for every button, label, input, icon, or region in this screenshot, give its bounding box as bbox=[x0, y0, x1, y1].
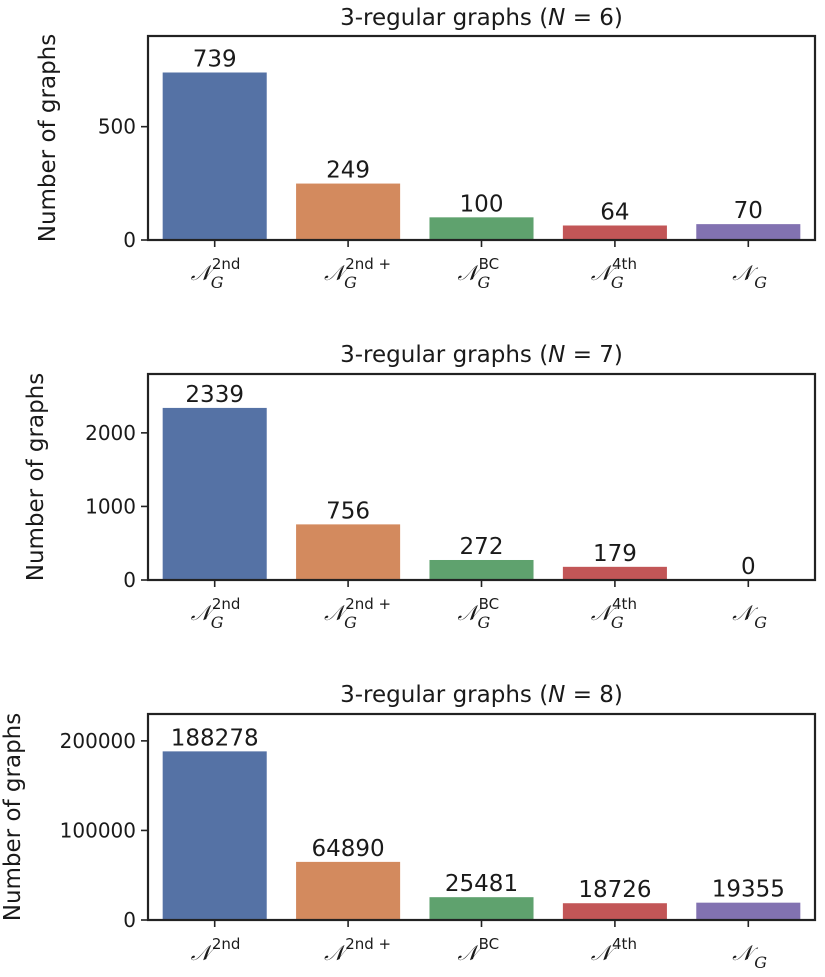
chart-title: 3-regular graphs (N = 6) bbox=[340, 5, 623, 31]
y-tick-label: 2000 bbox=[85, 421, 136, 445]
y-tick-label: 0 bbox=[123, 568, 136, 592]
x-tick-label-subscript: G bbox=[478, 273, 491, 292]
chart-title: 3-regular graphs (N = 7) bbox=[340, 342, 623, 368]
bar bbox=[296, 524, 401, 580]
data-label: 272 bbox=[460, 534, 504, 560]
data-label: 249 bbox=[326, 158, 370, 184]
data-label: 70 bbox=[734, 198, 763, 224]
plot-frame bbox=[146, 712, 817, 922]
y-tick-label: 0 bbox=[123, 908, 136, 932]
bar bbox=[562, 903, 667, 920]
x-tick-label-subscript: G bbox=[611, 273, 624, 292]
y-axis-label: Number of graphs bbox=[35, 34, 61, 243]
y-axis-label: Number of graphs bbox=[0, 713, 26, 922]
bar bbox=[162, 72, 267, 240]
chart-panel-1: 3-regular graphs (N = 6) Number of graphs… bbox=[35, 5, 817, 292]
plot-frame bbox=[146, 372, 817, 582]
x-tick-label: 𝒩2nd + bbox=[324, 935, 391, 965]
data-label: 179 bbox=[593, 541, 637, 567]
x-tick-label-subscript: G bbox=[344, 273, 357, 292]
bar bbox=[296, 861, 401, 920]
bar bbox=[696, 224, 801, 240]
data-label: 19355 bbox=[712, 877, 785, 903]
x-tick-label-subscript: G bbox=[211, 613, 224, 632]
data-label: 739 bbox=[193, 46, 237, 72]
y-tick-label: 200000 bbox=[60, 729, 136, 753]
data-label: 64 bbox=[600, 199, 629, 225]
data-label: 18726 bbox=[578, 877, 651, 903]
bar bbox=[162, 407, 267, 580]
bar bbox=[696, 902, 801, 920]
y-tick-label: 1000 bbox=[85, 494, 136, 518]
x-tick-label-subscript: G bbox=[478, 613, 491, 632]
plot-frame bbox=[146, 34, 817, 242]
bar bbox=[296, 183, 401, 240]
data-label: 25481 bbox=[445, 871, 518, 897]
x-tick-label-subscript: G bbox=[754, 613, 767, 632]
y-axis-label: Number of graphs bbox=[23, 373, 49, 582]
x-tick-label: 𝒩2nd + bbox=[324, 255, 391, 285]
bar bbox=[562, 566, 667, 580]
bar bbox=[429, 217, 534, 240]
data-label: 2339 bbox=[185, 382, 244, 408]
x-tick-label: 𝒩2nd + bbox=[324, 595, 391, 625]
y-tick-label: 100000 bbox=[60, 818, 136, 842]
bar bbox=[562, 225, 667, 240]
chart-title: 3-regular graphs (N = 8) bbox=[340, 682, 623, 708]
x-tick-label-subscript: G bbox=[754, 273, 767, 292]
data-label: 188278 bbox=[171, 725, 259, 751]
y-tick-label: 500 bbox=[98, 115, 136, 139]
chart-panel-2: 3-regular graphs (N = 7) Number of graphs… bbox=[23, 342, 817, 632]
x-tick-label: 𝒩2nd bbox=[191, 935, 241, 965]
bar bbox=[429, 559, 534, 580]
x-tick-label-subscript: G bbox=[211, 273, 224, 292]
x-tick-label-subscript: G bbox=[754, 953, 767, 972]
bar bbox=[429, 897, 534, 920]
data-label: 0 bbox=[741, 554, 756, 580]
data-label: 756 bbox=[326, 498, 370, 524]
x-tick-label-subscript: G bbox=[611, 613, 624, 632]
bar bbox=[162, 751, 267, 920]
data-label: 64890 bbox=[312, 836, 385, 862]
x-tick-label-subscript: G bbox=[344, 613, 357, 632]
x-tick-label: 𝒩BC bbox=[458, 935, 500, 965]
data-label: 100 bbox=[460, 191, 504, 217]
x-tick-label: 𝒩4th bbox=[591, 935, 637, 965]
y-tick-label: 0 bbox=[123, 228, 136, 252]
chart-panel-3: 3-regular graphs (N = 8) Number of graphs… bbox=[0, 682, 817, 972]
